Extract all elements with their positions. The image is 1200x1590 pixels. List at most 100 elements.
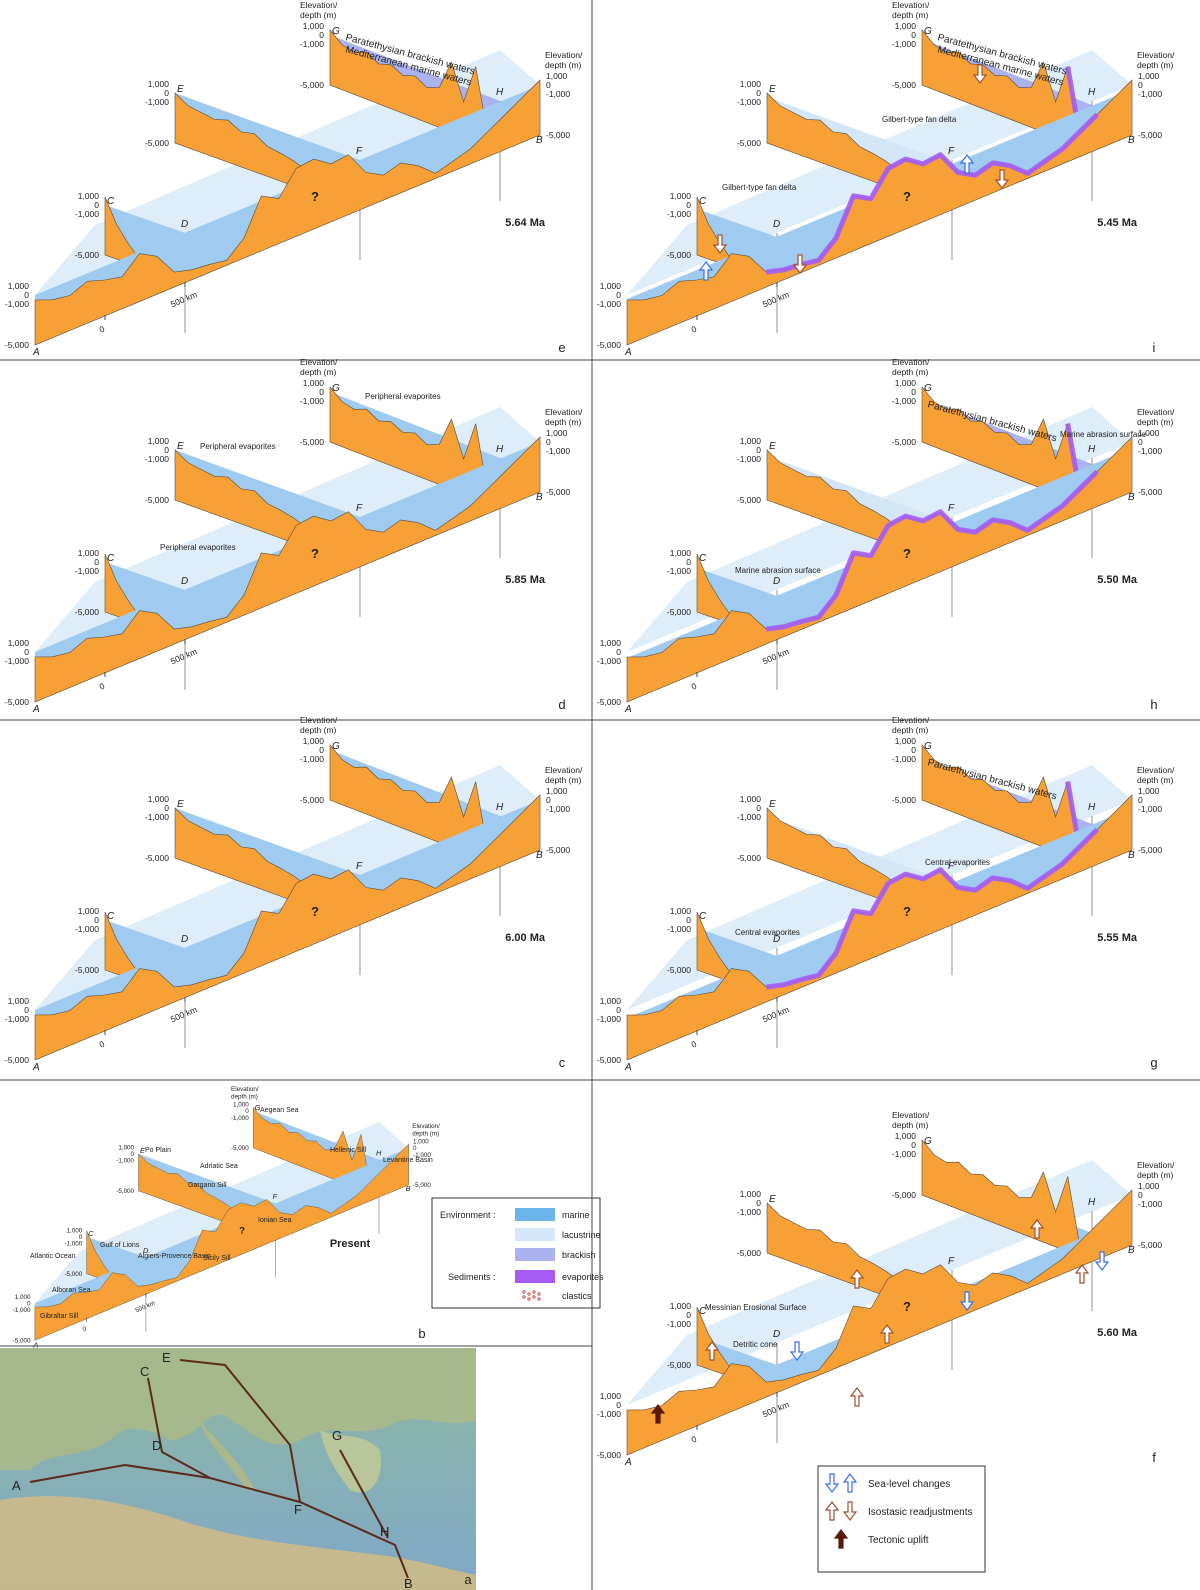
- section-point: E: [177, 84, 184, 95]
- annotation: Peripheral evaporites: [200, 442, 276, 451]
- section-point: E: [769, 441, 776, 452]
- section-point: C: [107, 911, 115, 922]
- section-point: F: [948, 861, 955, 872]
- legend: Environment : marine lacustrine brackish Sed…: [431, 1197, 604, 1309]
- section-point: H: [1088, 444, 1096, 455]
- section-point: B: [536, 492, 543, 503]
- arrow: [959, 154, 975, 174]
- axis-title: depth (m): [1137, 417, 1174, 427]
- scale-label: 0: [690, 1434, 699, 1445]
- arrow: [824, 1473, 840, 1493]
- arrow: [698, 261, 714, 281]
- section-point: B: [1128, 135, 1135, 146]
- elevation-tick-label: 1,000: [148, 794, 170, 804]
- elevation-tick-label: -1,000: [1138, 804, 1162, 814]
- elevation-tick-label: 1,000: [670, 906, 692, 916]
- elevation-tick-label: 0: [1138, 437, 1143, 447]
- section-point: C: [699, 1306, 707, 1317]
- present-panel: 1,0000-1,000-5,0001,0000-1,000-5,0001,00…: [13, 1086, 440, 1350]
- elevation-tick-label: 0: [319, 30, 324, 40]
- legend-box: [817, 1465, 986, 1573]
- section-point: F: [356, 861, 363, 872]
- panel-letter: c: [559, 1055, 566, 1070]
- elevation-tick-label: 0: [686, 557, 691, 567]
- arrow: [1094, 1251, 1110, 1271]
- elevation-tick-label: 0: [756, 1198, 761, 1208]
- elevation-tick-label: -5,000: [1138, 487, 1162, 497]
- evaporites: [765, 469, 1099, 632]
- elevation-tick-label: -5,000: [145, 495, 169, 505]
- elevation-tick-label: 0: [616, 290, 621, 300]
- rock-section: [626, 1189, 1133, 1456]
- elevation-tick-label: -5,000: [413, 1182, 431, 1189]
- annotation: Marine abrasion surface: [735, 566, 821, 575]
- panel-letter: a: [464, 1572, 472, 1587]
- elevation-tick-label: -1,000: [1138, 1199, 1162, 1209]
- map-land: [0, 1348, 476, 1470]
- unknown-marker: ?: [311, 904, 319, 919]
- unknown-marker: ?: [903, 189, 911, 204]
- elevation-tick-label: 0: [1138, 795, 1143, 805]
- elevation-tick-label: 1,000: [740, 79, 762, 89]
- elevation-tick-label: 0: [24, 647, 29, 657]
- section-point: A: [32, 704, 40, 715]
- clastics-dot: [527, 1297, 531, 1301]
- unknown-marker: ?: [311, 189, 319, 204]
- panel-letter: i: [1153, 340, 1156, 355]
- annotation: Marine abrasion surface: [1060, 430, 1146, 439]
- axis-title: Elevation/: [412, 1123, 440, 1130]
- elevation-tick-label: -1,000: [75, 566, 99, 576]
- elevation-tick-label: 1,000: [546, 786, 568, 796]
- map-land: [200, 1420, 255, 1491]
- panel-letter: h: [1150, 697, 1157, 712]
- elevation-tick-label: 1,000: [740, 1189, 762, 1199]
- section-point: G: [332, 383, 340, 394]
- elevation-tick-label: -1,000: [231, 1115, 249, 1122]
- panel-letter: b: [418, 1326, 425, 1341]
- arrow: [879, 1324, 895, 1344]
- elevation-tick-label: 1,000: [303, 378, 325, 388]
- elevation-tick-label: 1,000: [600, 638, 622, 648]
- section-point: G: [255, 1103, 261, 1112]
- clastics-dot: [532, 1290, 536, 1294]
- age-label: 5.60 Ma: [1097, 1327, 1138, 1339]
- elevation-tick-label: 0: [319, 745, 324, 755]
- axis-title: Elevation/: [231, 1086, 259, 1093]
- elevation-tick-label: 1,000: [303, 736, 325, 746]
- elevation-tick-label: 1,000: [233, 1101, 249, 1108]
- elevation-tick-label: -5,000: [597, 340, 621, 350]
- section-point: D: [773, 934, 780, 945]
- arrow: [712, 234, 728, 254]
- rock-section: [34, 436, 541, 703]
- elevation-tick-label: 0: [27, 1301, 31, 1308]
- axis-title: Elevation/: [545, 407, 583, 417]
- elevation-tick-label: -1,000: [892, 396, 916, 406]
- section-point: B: [536, 135, 543, 146]
- scale-label: 0: [690, 1039, 699, 1050]
- elevation-tick-label: -1,000: [597, 1409, 621, 1419]
- elevation-tick-label: 0: [686, 915, 691, 925]
- section-point: E: [177, 441, 184, 452]
- section-point: G: [332, 26, 340, 37]
- axis-title: depth (m): [545, 60, 582, 70]
- section-point: G: [924, 383, 932, 394]
- axis-title: depth (m): [1137, 60, 1174, 70]
- section-point: E: [769, 1194, 776, 1205]
- elevation-tick-label: 0: [319, 387, 324, 397]
- elevation-tick-label: -5,000: [75, 250, 99, 260]
- elevation-tick-label: -1,000: [597, 299, 621, 309]
- elevation-tick-label: -5,000: [892, 80, 916, 90]
- elevation-tick-label: -5,000: [75, 607, 99, 617]
- elevation-tick-label: -1,000: [300, 39, 324, 49]
- section-point: G: [924, 741, 932, 752]
- elevation-tick-label: 1,000: [546, 71, 568, 81]
- panels: 1,0000-1,000-5,0001,0000-1,000-5,0001,00…: [0, 0, 1175, 1590]
- elevation-tick-label: -5,000: [737, 853, 761, 863]
- elevation-tick-label: 1,000: [8, 638, 30, 648]
- elevation-tick-label: 0: [616, 647, 621, 657]
- elevation-tick-label: 0: [94, 915, 99, 925]
- elevation-tick-label: -5,000: [892, 1190, 916, 1200]
- map-point: E: [162, 1350, 171, 1365]
- section-point: D: [773, 576, 780, 587]
